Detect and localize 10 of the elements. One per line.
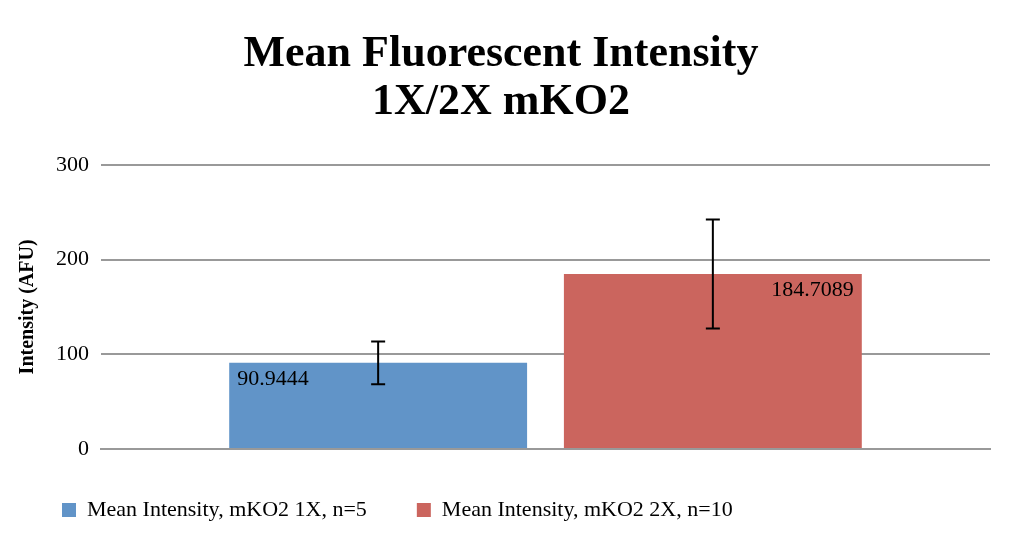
- legend-label: Mean Intensity, mKO2 2X, n=10: [441, 495, 733, 521]
- y-tick-label: 200: [56, 245, 89, 271]
- chart-title: Mean Fluorescent Intensity 1X/2X mKO2: [243, 26, 759, 124]
- y-tick-label: 0: [78, 434, 89, 460]
- data-label: 90.9444: [237, 364, 309, 390]
- data-label: 184.7089: [771, 275, 854, 301]
- legend-label: Mean Intensity, mKO2 1X, n=5: [87, 495, 367, 521]
- y-tick-label: 100: [56, 340, 89, 366]
- y-axis-title: Intensity (AFU): [15, 239, 39, 375]
- y-tick-label: 300: [56, 150, 89, 176]
